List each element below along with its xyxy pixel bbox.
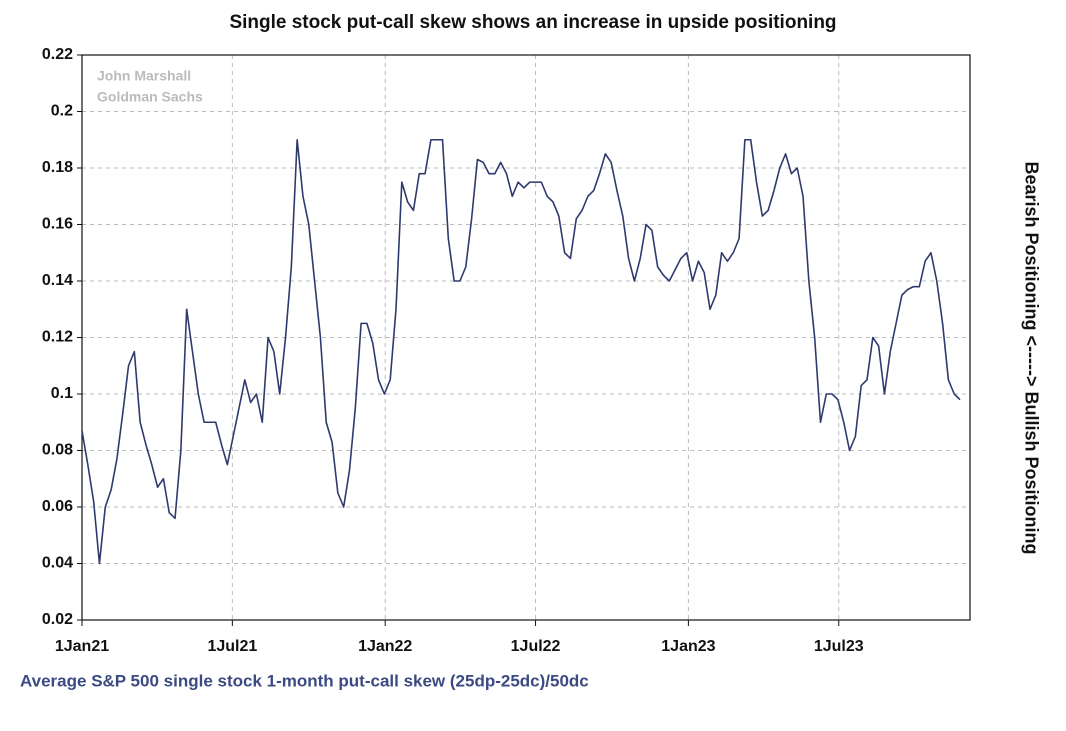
y-tick-label: 0.06 [42, 498, 73, 515]
x-tick-label: 1Jul23 [814, 638, 864, 655]
y-tick-label: 0.1 [51, 385, 73, 402]
data-line [81, 138, 961, 565]
y2-axis-label: Bearish Positioning <-----> Bullish Posi… [1021, 161, 1041, 554]
y-tick-label: 0.08 [42, 442, 73, 459]
x-tick-label: 1Jan23 [661, 638, 715, 655]
plot-frame [81, 54, 971, 621]
y-tick-label: 0.2 [51, 103, 73, 120]
y-tick-label: 0.18 [42, 159, 73, 176]
y-tick-label: 0.14 [42, 272, 73, 289]
chart-title: Single stock put-call skew shows an incr… [229, 12, 836, 33]
x-axis-label: Average S&P 500 single stock 1-month put… [20, 671, 589, 690]
y-tick-label: 0.16 [42, 216, 73, 233]
x-tick-label: 1Jul22 [511, 638, 561, 655]
x-tick-label: 1Jan22 [358, 638, 412, 655]
annotation: John Marshall [97, 68, 191, 84]
y-tick-label: 0.12 [42, 329, 73, 346]
y-tick-label: 0.04 [42, 555, 73, 572]
y-tick-label: 0.02 [42, 611, 73, 628]
x-tick-label: 1Jan21 [55, 638, 109, 655]
y-tick-label: 0.22 [42, 46, 73, 63]
annotation: Goldman Sachs [97, 89, 203, 105]
x-tick-label: 1Jul21 [207, 638, 257, 655]
